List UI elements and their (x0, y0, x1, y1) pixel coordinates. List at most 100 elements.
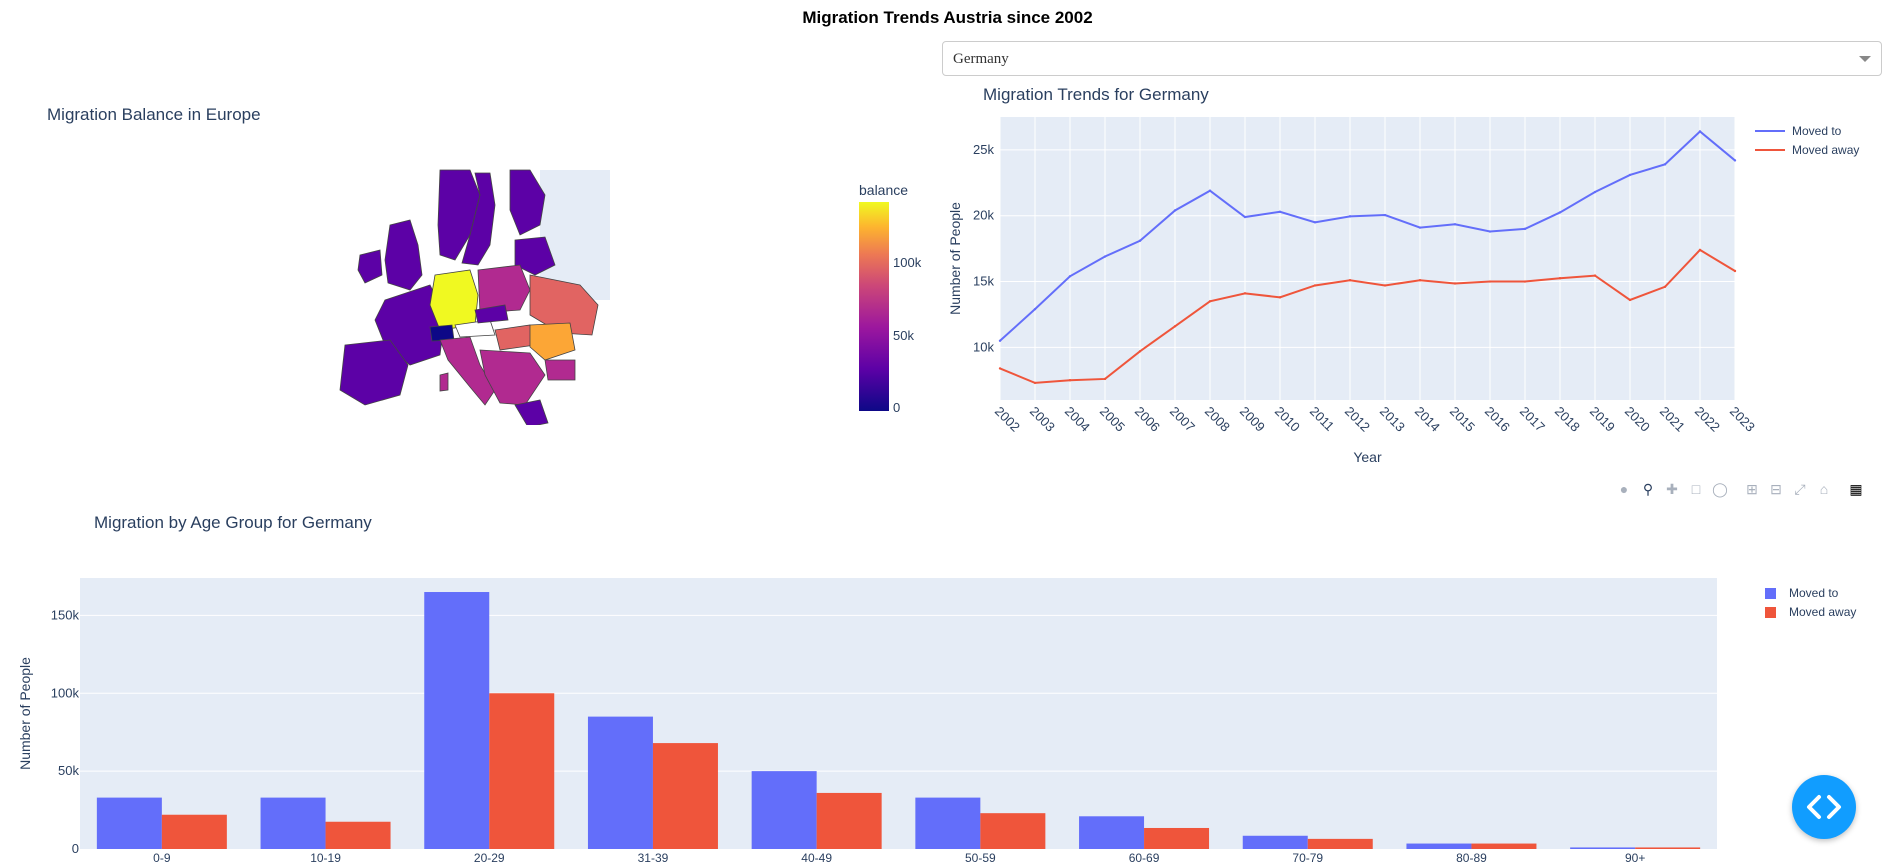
zoom-icon[interactable]: ⚲ (1642, 481, 1654, 497)
colorbar-title: balance (859, 182, 908, 198)
y-tick-label: 100k (51, 685, 80, 700)
reset-axes-icon[interactable]: ⌂ (1819, 481, 1829, 497)
zoom-in-icon[interactable]: ⊞ (1746, 481, 1758, 497)
country-dropdown[interactable]: Germany (942, 41, 1882, 76)
x-tick-label: 10-19 (310, 851, 341, 865)
data-point (1628, 173, 1632, 177)
migration-by-age-bar-chart[interactable]: Migration by Age Group for Germany 0 50k 10… (0, 500, 1895, 868)
x-axis-title: Year (1353, 449, 1382, 465)
data-point (1033, 307, 1037, 311)
data-point (1278, 296, 1282, 299)
map-region-sardinia (439, 372, 449, 392)
map-region-czechia (474, 304, 509, 324)
data-point (1208, 300, 1212, 303)
x-tick-label: 2023 (1727, 404, 1758, 435)
colorbar-tick: 0 (893, 400, 900, 415)
map-region-sweden (461, 172, 496, 266)
bar (751, 771, 817, 849)
bar (161, 814, 227, 849)
x-tick-label: 2018 (1552, 404, 1583, 435)
legend-swatch (1765, 607, 1776, 618)
data-point (1523, 227, 1527, 231)
chevron-down-icon[interactable] (1859, 56, 1871, 62)
data-point (1138, 350, 1142, 353)
dev-tools-button[interactable] (1792, 775, 1856, 839)
bar (652, 743, 718, 849)
x-tick-label: 70-79 (1292, 851, 1323, 865)
pan-icon[interactable]: ✚ (1666, 481, 1678, 497)
map-region-romania (529, 322, 576, 361)
camera-icon[interactable]: ● (1619, 481, 1629, 497)
data-point (1383, 213, 1387, 217)
y-axis-title: Number of People (17, 657, 33, 770)
x-tick-label: 80-89 (1456, 851, 1487, 865)
autoscale-icon[interactable]: ⤢ (1794, 481, 1806, 497)
x-tick-label: 2003 (1027, 404, 1058, 435)
map-region-poland (477, 264, 531, 314)
lasso-icon[interactable]: ◯ (1712, 481, 1728, 497)
migration-trends-line-chart[interactable]: Migration Trends for Germany 10k 15k 20k 25k… (940, 75, 1895, 475)
data-point (1733, 159, 1737, 162)
map-region-ireland (357, 249, 383, 284)
legend-label: Moved away (1789, 605, 1856, 619)
data-point (1593, 274, 1597, 277)
bar (915, 797, 981, 849)
data-point (1173, 325, 1177, 328)
plotly-logo-icon[interactable]: ▦ (1849, 481, 1863, 497)
plot-area (80, 578, 1717, 849)
data-point (1733, 269, 1737, 273)
y-tick-label: 150k (51, 607, 80, 622)
page-title: Migration Trends Austria since 2002 (802, 8, 1093, 27)
x-tick-label: 50-59 (965, 851, 996, 865)
x-tick-label: 2013 (1377, 404, 1408, 435)
bar (1570, 847, 1636, 849)
legend-label: Moved away (1792, 143, 1859, 157)
x-tick-label: 2016 (1482, 404, 1513, 435)
x-tick-label: 0-9 (153, 851, 171, 865)
y-tick-label: 10k (973, 339, 994, 354)
x-tick-label: 2022 (1692, 404, 1723, 435)
map-region-germany (429, 269, 479, 331)
series-line-1 (999, 248, 1736, 384)
europe-choropleth-map[interactable] (330, 165, 610, 425)
data-point (1698, 248, 1702, 252)
y-tick-label: 50k (58, 763, 79, 778)
legend-label: Moved to (1792, 124, 1842, 138)
data-point (1068, 379, 1072, 382)
x-tick-label: 2011 (1307, 404, 1337, 434)
x-tick-label: 2008 (1202, 404, 1233, 435)
x-tick-label: 2006 (1132, 404, 1163, 435)
x-tick-label: 90+ (1625, 851, 1645, 865)
data-point (1523, 280, 1527, 283)
map-region-ukraine (529, 274, 599, 336)
x-tick-label: 20-29 (474, 851, 505, 865)
data-point (1488, 230, 1492, 233)
data-point (1278, 210, 1282, 213)
x-tick-label: 2002 (992, 404, 1023, 435)
zoom-out-icon[interactable]: ⊟ (1770, 481, 1782, 497)
map-region-iberia (339, 339, 409, 406)
bar (1406, 843, 1472, 849)
x-tick-label: 2021 (1657, 404, 1688, 435)
box-select-icon[interactable]: □ (1691, 481, 1701, 497)
map-title: Migration Balance in Europe (47, 105, 261, 124)
x-tick-label: 2019 (1587, 404, 1618, 435)
x-tick-label: 2004 (1062, 404, 1093, 435)
x-tick-label: 31-39 (638, 851, 669, 865)
series-line-0 (999, 130, 1736, 342)
bar (1144, 827, 1210, 849)
map-region-italy (439, 336, 496, 406)
x-tick-label: 2007 (1167, 404, 1198, 435)
data-point (1208, 189, 1212, 192)
data-point (1243, 292, 1247, 295)
map-colorbar: balance 100k 50k 0 (859, 182, 922, 415)
data-point (1558, 211, 1562, 214)
map-region-uk (384, 219, 423, 291)
bar (489, 693, 555, 849)
x-tick-label: 2014 (1412, 404, 1443, 435)
bar (424, 592, 490, 849)
x-tick-label: 2012 (1342, 404, 1373, 435)
country-dropdown-value: Germany (953, 51, 1009, 67)
y-tick-label: 20k (973, 208, 994, 223)
bar (1635, 847, 1701, 849)
